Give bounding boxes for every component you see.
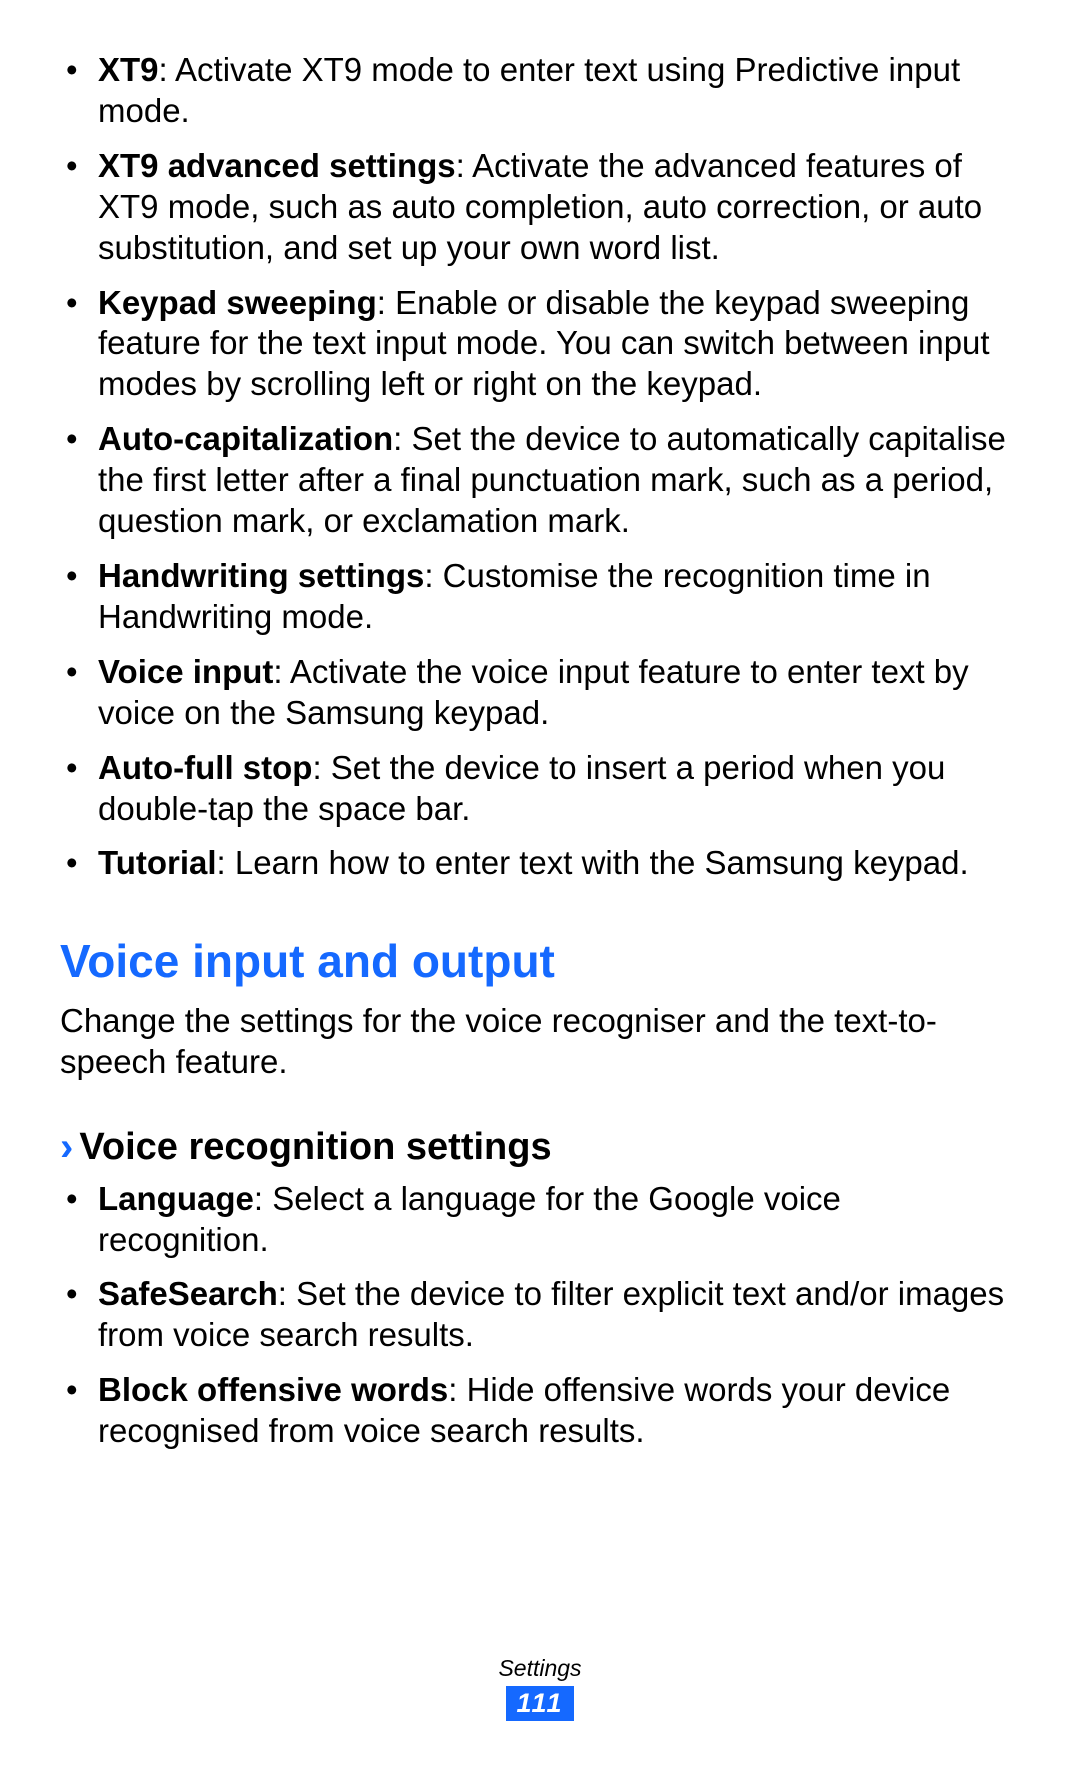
desc: : Learn how to enter text with the Samsu… [217,844,969,881]
term: Block offensive words [98,1371,448,1408]
term: Tutorial [98,844,217,881]
desc: : Activate XT9 mode to enter text using … [98,51,960,129]
list-item: Handwriting settings: Customise the reco… [60,556,1020,638]
term: Auto-capitalization [98,420,393,457]
section-heading-voice-io: Voice input and output [60,934,1020,989]
list-item: Language: Select a language for the Goog… [60,1179,1020,1261]
list-item: Voice input: Activate the voice input fe… [60,652,1020,734]
term: Language [98,1180,254,1217]
term: Handwriting settings [98,557,424,594]
list-item: Auto-full stop: Set the device to insert… [60,748,1020,830]
term: XT9 [98,51,159,88]
term: Voice input [98,653,273,690]
chevron-right-icon: › [60,1125,79,1169]
voice-recognition-list: Language: Select a language for the Goog… [60,1179,1020,1452]
list-item: Tutorial: Learn how to enter text with t… [60,843,1020,884]
subsection-title: Voice recognition settings [79,1126,551,1168]
list-item: Auto-capitalization: Set the device to a… [60,419,1020,542]
term: SafeSearch [98,1275,278,1312]
page-footer: Settings 111 [0,1655,1080,1721]
section-intro: Change the settings for the voice recogn… [60,1000,1020,1083]
term: XT9 advanced settings [98,147,456,184]
list-item: Block offensive words: Hide offensive wo… [60,1370,1020,1452]
footer-section-label: Settings [0,1655,1080,1682]
subsection-heading-voice-recognition: ›Voice recognition settings [60,1123,1020,1171]
term: Keypad sweeping [98,284,377,321]
page-number: 111 [506,1686,573,1721]
term: Auto-full stop [98,749,312,786]
list-item: XT9 advanced settings: Activate the adva… [60,146,1020,269]
list-item: Keypad sweeping: Enable or disable the k… [60,283,1020,406]
list-item: SafeSearch: Set the device to filter exp… [60,1274,1020,1356]
page: XT9: Activate XT9 mode to enter text usi… [0,0,1080,1771]
keypad-settings-list: XT9: Activate XT9 mode to enter text usi… [60,50,1020,884]
list-item: XT9: Activate XT9 mode to enter text usi… [60,50,1020,132]
